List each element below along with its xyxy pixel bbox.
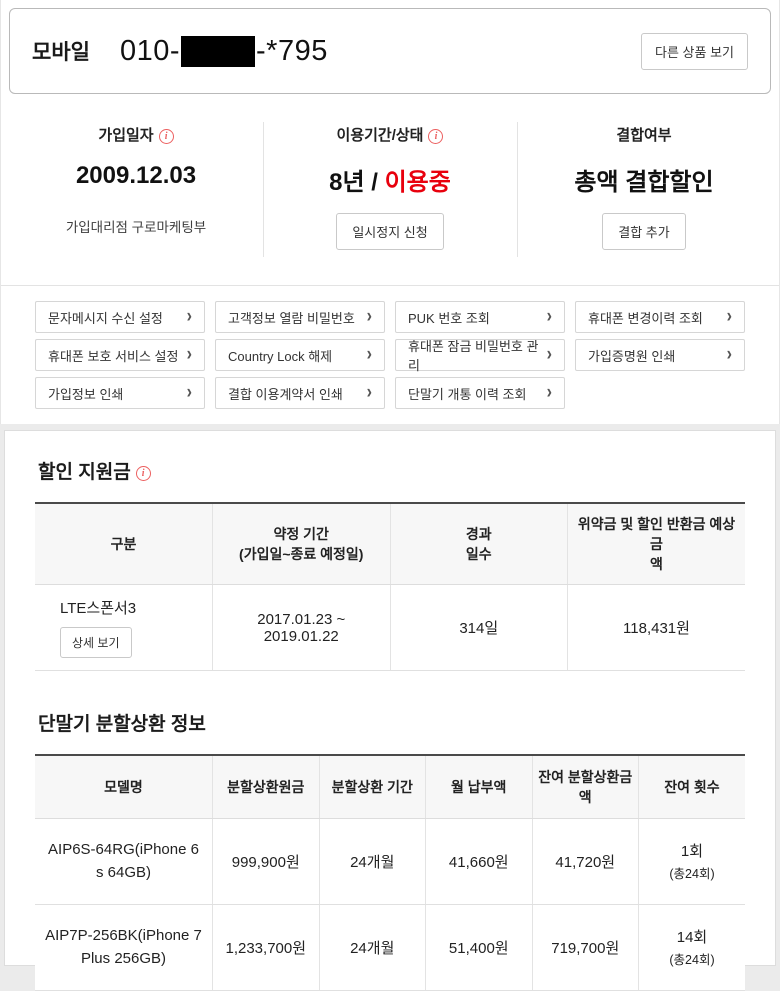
quick-link-phone-protection[interactable]: 휴대폰 보호 서비스 설정 › [35,339,205,371]
quick-link-device-activation-history[interactable]: 단말기 개통 이력 조회 › [395,377,565,409]
quick-link-print-certificate[interactable]: 가입증명원 인쇄 › [575,339,745,371]
discount-section-title: 할인 지원금 i [35,457,745,484]
status-in-use: 이용중 [384,169,451,196]
phone-prefix: 010- [119,34,181,67]
monthly-payment-value: 51,400원 [425,904,532,991]
monthly-payment-value: 41,660원 [425,818,532,905]
contract-period-value: 2017.01.23 ~ 2019.01.22 [212,584,390,671]
chevron-right-icon: › [726,306,732,327]
period-value: 24개월 [318,818,426,905]
chevron-right-icon: › [546,344,552,365]
summary-join-date: 가입일자 i 2009.12.03 가입대리점 구로마케팅부 [9,124,263,285]
quick-link-phone-lock-password[interactable]: 휴대폰 잠금 비밀번호 관리 › [395,339,565,373]
quick-link-phone-change-history[interactable]: 휴대폰 변경이력 조회 › [575,301,745,333]
account-summary: 가입일자 i 2009.12.03 가입대리점 구로마케팅부 이용기간/상태 i 8… [9,94,771,285]
usage-status-value: 8년 / 이용중 [329,169,451,196]
usage-status-label: 이용기간/상태 i [263,124,517,145]
penalty-amount-value: 118,431원 [567,584,745,671]
discount-table: 구분 약정 기간 (가입일~종료 예정일) 경과 일수 위약금 및 할인 반환금 예… [35,502,745,671]
col-elapsed-days: 경과 일수 [389,503,568,585]
details-card: 할인 지원금 i 구분 약정 기간 (가입일~종료 예정일) 경과 일수 위약금 및 … [4,430,776,991]
info-icon[interactable]: i [135,466,151,481]
bundle-value: 총액 결합할인 [574,169,714,196]
chevron-right-icon: › [546,306,552,327]
remaining-count-cell: 1회 (총24회) [638,818,745,905]
col-remaining-count: 잔여 횟수 [638,755,745,819]
col-category: 구분 [35,503,213,585]
phone-redaction-box [181,35,256,67]
installment-row: AIP7P-256BK(iPhone 7 Plus 256GB) 1,233,7… [35,904,745,991]
chevron-right-icon: › [726,344,732,365]
chevron-right-icon: › [366,344,372,365]
col-remaining-amount: 잔여 분할상환금액 [531,755,639,819]
remaining-amount-value: 719,700원 [531,904,639,991]
quick-link-print-subscription-info[interactable]: 가입정보 인쇄 › [35,377,205,409]
chevron-right-icon: › [366,382,372,403]
installment-section-title: 단말기 분할상환 정보 [38,714,206,735]
col-contract-period: 약정 기간 (가입일~종료 예정일) [212,503,390,585]
elapsed-days-value: 314일 [389,584,568,671]
discount-plan-cell: LTE스폰서3 상세 보기 [35,584,213,671]
plan-detail-button[interactable]: 상세 보기 [60,627,132,658]
info-icon[interactable]: i [158,129,174,144]
remaining-count-cell: 14회 (총24회) [638,904,745,991]
quick-link-puk-lookup[interactable]: PUK 번호 조회 › [395,301,565,333]
discount-header-row: 구분 약정 기간 (가입일~종료 예정일) 경과 일수 위약금 및 할인 반환금 예… [35,503,745,585]
plan-name: LTE스폰서3 [60,600,137,617]
join-date-value: 2009.12.03 [75,162,197,189]
principal-value: 999,900원 [212,818,319,905]
summary-usage-status: 이용기간/상태 i 8년 / 이용중 일시정지 신청 [263,122,517,285]
quick-link-country-lock[interactable]: Country Lock 해제 › [215,339,385,371]
quick-link-customer-info-password[interactable]: 고객정보 열람 비밀번호 › [215,301,385,333]
phone-suffix: -*795 [256,34,328,67]
quick-link-print-bundle-contract[interactable]: 결합 이용계약서 인쇄 › [215,377,385,409]
chevron-right-icon: › [186,382,192,403]
installment-header-row: 모델명 분할상환원금 분할상환 기간 월 납부액 잔여 분할상환금액 잔여 횟수 [35,755,745,819]
suspend-request-button[interactable]: 일시정지 신청 [336,213,444,250]
col-installment-principal: 분할상환원금 [212,755,319,819]
installment-row: AIP6S-64RG(iPhone 6s 64GB) 999,900원 24개월… [35,818,745,905]
col-model-name: 모델명 [35,755,213,819]
product-type-title: 모바일 [32,41,90,64]
total-count-value: (총24회) [669,953,715,967]
top-panel: 모바일 010- -*795 다른 상품 보기 가입일자 i 2009.12.03… [0,0,780,424]
add-bundle-button[interactable]: 결합 추가 [602,213,686,250]
model-name-value: AIP7P-256BK(iPhone 7 Plus 256GB) [35,904,213,991]
remaining-amount-value: 41,720원 [531,818,639,905]
bottom-area: 할인 지원금 i 구분 약정 기간 (가입일~종료 예정일) 경과 일수 위약금 및 … [0,424,780,991]
total-count-value: (총24회) [669,867,715,881]
other-products-button[interactable]: 다른 상품 보기 [641,32,748,70]
phone-number: 010- -*795 [120,35,328,68]
period-value: 24개월 [318,904,426,991]
chevron-right-icon: › [366,306,372,327]
chevron-right-icon: › [546,382,552,403]
bundle-label: 결합여부 [616,127,672,144]
divider [1,285,779,286]
join-date-label: 가입일자 i [9,124,263,145]
model-name-value: AIP6S-64RG(iPhone 6s 64GB) [35,818,213,905]
col-monthly-payment: 월 납부액 [425,755,532,819]
quick-link-sms-settings[interactable]: 문자메시지 수신 설정 › [35,301,205,333]
chevron-right-icon: › [186,306,192,327]
info-icon[interactable]: i [428,129,444,144]
summary-bundle: 결합여부 총액 결합할인 결합 추가 [517,122,771,285]
product-header-card: 모바일 010- -*795 다른 상품 보기 [9,8,771,94]
discount-row: LTE스폰서3 상세 보기 2017.01.23 ~ 2019.01.22 31… [35,584,745,671]
join-agency-text: 가입대리점 구로마케팅부 [65,220,207,235]
col-installment-period: 분할상환 기간 [318,755,426,819]
remaining-count-value: 14회 [676,929,708,946]
quick-links-grid: 문자메시지 수신 설정 › 고객정보 열람 비밀번호 › PUK 번호 조회 › 휴대… [9,286,771,409]
principal-value: 1,233,700원 [212,904,319,991]
installment-table: 모델명 분할상환원금 분할상환 기간 월 납부액 잔여 분할상환금액 잔여 횟수… [35,754,745,991]
remaining-count-value: 1회 [680,843,704,860]
chevron-right-icon: › [186,344,192,365]
